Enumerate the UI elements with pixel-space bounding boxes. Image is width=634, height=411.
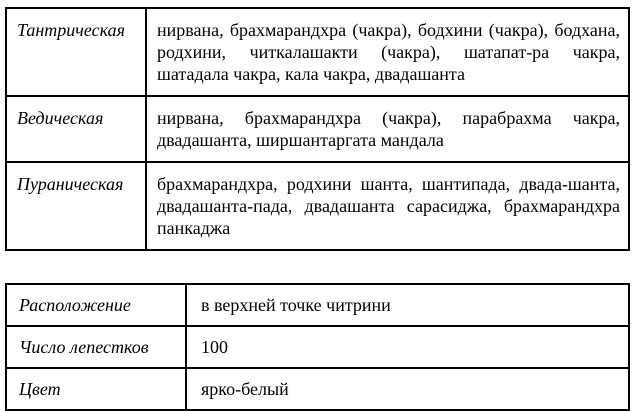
table-row: Ведическая нирвана, брахмарандхра (чакра… — [5, 95, 630, 163]
property-name-color: Цвет — [5, 367, 187, 411]
table-row: Пураническая брахмарандхра, родхини шант… — [5, 161, 630, 251]
tradition-name-puranic: Пураническая — [5, 161, 147, 251]
tradition-terms-puranic: брахмарандхра, родхини шанта, шантипада,… — [145, 161, 630, 251]
tradition-terms-tantric: нирвана, брахмарандхра (чакра), бодхини … — [145, 7, 630, 97]
table-row: Цвет ярко-белый — [5, 367, 630, 411]
tradition-name-tantric: Тантрическая — [5, 7, 147, 97]
property-name-location: Расположение — [5, 283, 187, 327]
traditions-table: Тантрическая нирвана, брахмарандхра (чак… — [5, 7, 630, 251]
table-row: Расположение в верхней точке читрини — [5, 283, 630, 327]
table-row: Тантрическая нирвана, брахмарандхра (чак… — [5, 7, 630, 97]
property-value-location: в верхней точке читрини — [185, 283, 630, 327]
property-value-petal-count: 100 — [185, 325, 630, 369]
properties-table: Расположение в верхней точке читрини Чис… — [5, 283, 630, 411]
tradition-terms-vedic: нирвана, брахмарандхра (чакра), парабрах… — [145, 95, 630, 163]
property-name-petal-count: Число лепестков — [5, 325, 187, 369]
table-row: Число лепестков 100 — [5, 325, 630, 369]
tradition-name-vedic: Ведическая — [5, 95, 147, 163]
property-value-color: ярко-белый — [185, 367, 630, 411]
